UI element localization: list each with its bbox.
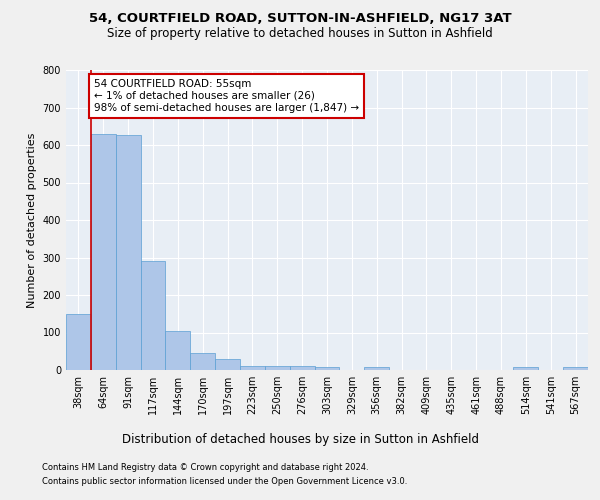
Bar xyxy=(290,366,314,370)
Bar xyxy=(514,367,538,370)
Bar xyxy=(91,134,116,370)
Text: 54, COURTFIELD ROAD, SUTTON-IN-ASHFIELD, NG17 3AT: 54, COURTFIELD ROAD, SUTTON-IN-ASHFIELD,… xyxy=(89,12,511,26)
Bar xyxy=(364,367,389,370)
Y-axis label: Number of detached properties: Number of detached properties xyxy=(27,132,37,308)
Text: Contains HM Land Registry data © Crown copyright and database right 2024.: Contains HM Land Registry data © Crown c… xyxy=(42,462,368,471)
Bar xyxy=(116,134,140,370)
Bar xyxy=(66,314,91,370)
Bar xyxy=(265,366,290,370)
Bar xyxy=(563,367,588,370)
Bar xyxy=(314,367,340,370)
Bar xyxy=(166,330,190,370)
Text: Distribution of detached houses by size in Sutton in Ashfield: Distribution of detached houses by size … xyxy=(121,432,479,446)
Bar xyxy=(240,366,265,370)
Bar xyxy=(190,353,215,370)
Bar xyxy=(140,261,166,370)
Text: Size of property relative to detached houses in Sutton in Ashfield: Size of property relative to detached ho… xyxy=(107,28,493,40)
Text: 54 COURTFIELD ROAD: 55sqm
← 1% of detached houses are smaller (26)
98% of semi-d: 54 COURTFIELD ROAD: 55sqm ← 1% of detach… xyxy=(94,80,359,112)
Bar xyxy=(215,359,240,370)
Text: Contains public sector information licensed under the Open Government Licence v3: Contains public sector information licen… xyxy=(42,478,407,486)
